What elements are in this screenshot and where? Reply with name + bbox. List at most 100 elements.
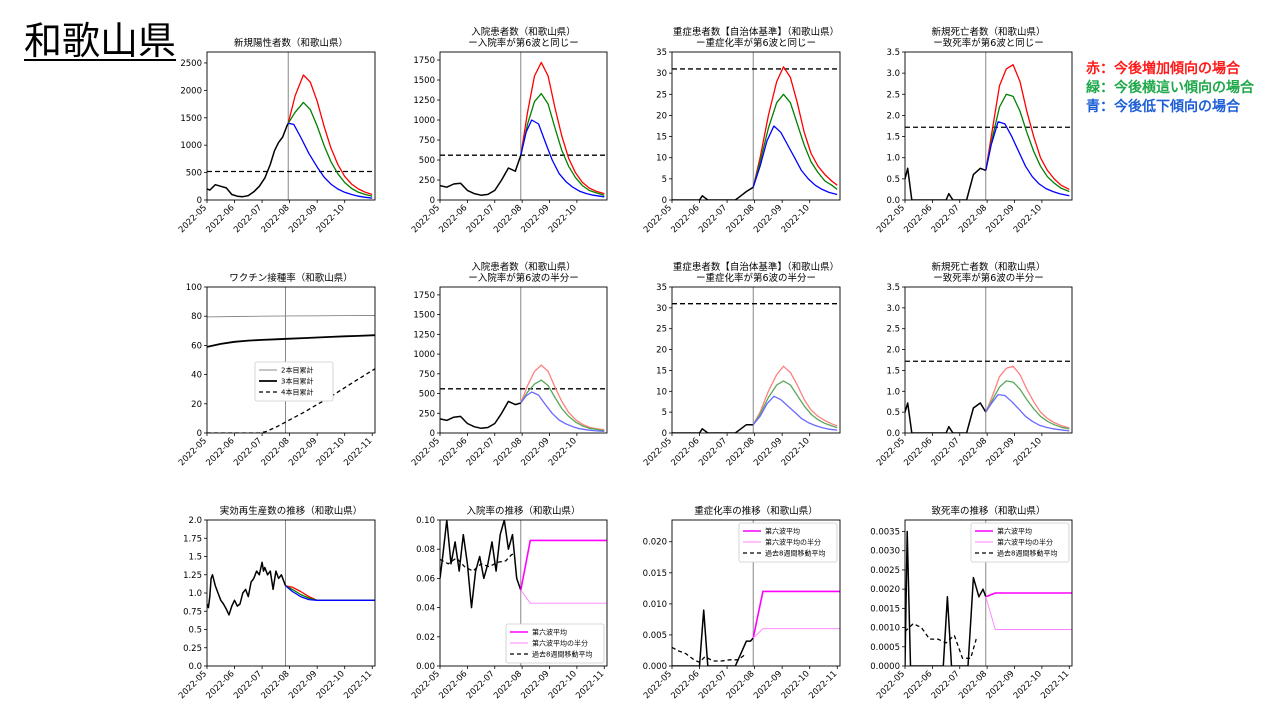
series-line-4	[520, 391, 605, 433]
legend-box	[505, 623, 605, 664]
y-tick-label: 0	[197, 429, 202, 439]
y-tick-label: 100	[186, 283, 202, 293]
y-tick-label: 0.0005	[870, 643, 900, 653]
x-tick-label: 2022-08	[957, 669, 989, 701]
x-tick-label: 2022-09	[519, 203, 551, 235]
y-tick-label: 10	[656, 154, 667, 164]
y-tick-label: 0.0030	[870, 547, 900, 557]
x-tick-label: 2022-08	[725, 436, 757, 468]
x-tick-label: 2022-06	[204, 436, 236, 468]
y-tick-label: 3.0	[886, 69, 900, 79]
chart-title: 実効再生産数の推移（和歌山県）	[220, 505, 363, 517]
x-tick-label: 2022-06	[902, 203, 934, 235]
x-tick-label: 2022-08	[957, 203, 989, 235]
x-tick-label: 2022-10	[780, 669, 812, 701]
y-tick-label: 1.5	[886, 133, 900, 143]
y-tick-label: 0	[662, 196, 667, 206]
chart-panel-7: 重症患者数【自治体基準】（和歌山県）ー重症化率が第6波の半分ー051015202…	[642, 261, 841, 468]
y-tick-label: 0.0035	[870, 528, 900, 538]
legend-label: 過去8週間移動平均	[532, 650, 592, 659]
y-tick-label: 500	[419, 156, 435, 166]
history-line	[905, 402, 987, 433]
plot-frame	[904, 51, 1073, 201]
chart-panel-3: 重症患者数【自治体基準】（和歌山県）ー重症化率が第6波と同じー051015202…	[642, 26, 841, 235]
x-tick-label: 2022-09	[287, 203, 319, 235]
y-tick-label: 25	[656, 90, 667, 100]
scenario-color-legend: 赤：今後増加傾向の場合 緑：今後横這い傾向の場合 青：今後低下傾向の場合	[1086, 60, 1254, 117]
chart-title: 重症患者数【自治体基準】（和歌山県）	[673, 26, 839, 38]
series-line-4	[985, 121, 1070, 197]
x-tick-label: 2022-08	[492, 203, 524, 235]
y-tick-label: 0.0015	[870, 604, 900, 614]
series-line-2	[752, 365, 838, 427]
plot-frame	[904, 519, 1073, 667]
x-tick-label: 2022-10	[315, 436, 347, 468]
x-tick-label: 2022-05	[410, 436, 442, 468]
y-tick-label: 25	[656, 325, 667, 335]
legend-label: 第六波平均の半分	[765, 538, 821, 547]
y-tick-label: 0	[430, 196, 435, 206]
y-tick-label: 80	[191, 312, 202, 322]
x-tick-label: 2022-08	[957, 436, 989, 468]
x-tick-label: 2022-07	[232, 436, 264, 468]
x-tick-label: 2022-05	[177, 436, 209, 468]
y-tick-label: 2500	[180, 59, 202, 69]
chart-panel-11: 重症化率の推移（和歌山県） 0.000 0.005 0.010 0.015 0.020 20…	[642, 505, 841, 701]
series-line-3	[520, 92, 605, 196]
chart-panel-2: 入院患者数（和歌山県）ー入院率が第6波と同じー 0 250 500 750 1000 125…	[410, 26, 608, 235]
x-tick-label: 2022-07	[232, 203, 264, 235]
y-tick-label: 5	[662, 175, 667, 185]
legend-note-red: 赤：今後増加傾向の場合	[1086, 61, 1240, 77]
x-tick-label: 2022-11	[342, 669, 374, 701]
chart-title: ー致死率が第6波の半分ー	[933, 272, 1044, 284]
y-tick-label: 1000	[413, 116, 435, 126]
x-tick-label: 2022-11	[342, 436, 374, 468]
y-tick-label: 0	[430, 429, 435, 439]
x-tick-label: 2022-08	[725, 203, 757, 235]
series-line-2	[207, 334, 375, 348]
y-tick-label: 30	[656, 69, 667, 79]
x-tick-label: 2022-07	[465, 669, 497, 701]
plot-frame	[439, 286, 608, 434]
history-line	[440, 400, 522, 430]
plot-frame	[206, 519, 376, 667]
chart-title: 新規死亡者数（和歌山県）	[931, 261, 1045, 273]
y-tick-label: 1500	[180, 114, 202, 124]
legend-label: 2本目累計	[281, 366, 313, 375]
chart-title: 重症患者数【自治体基準】（和歌山県）	[673, 261, 839, 273]
y-tick-label: 0.10	[416, 516, 435, 526]
series-line-4	[752, 628, 840, 639]
x-tick-label: 2022-11	[1039, 669, 1071, 701]
series-line-4	[288, 122, 373, 199]
series-line-1	[207, 315, 375, 318]
y-tick-label: 250	[419, 409, 435, 419]
plot-frame	[439, 51, 608, 201]
y-tick-label: 3.5	[886, 283, 900, 293]
x-tick-label: 2022-10	[1012, 436, 1044, 468]
x-tick-label: 2022-10	[547, 669, 579, 701]
x-tick-label: 2022-07	[930, 436, 962, 468]
plot-frame	[671, 519, 841, 667]
chart-title: 重症化率の推移（和歌山県）	[694, 505, 818, 517]
x-tick-label: 2022-06	[437, 669, 469, 701]
y-tick-label: 30	[656, 304, 667, 314]
y-tick-label: 1250	[413, 96, 435, 106]
y-tick-label: 250	[419, 176, 435, 186]
y-tick-label: 0.5	[886, 408, 900, 418]
y-tick-label: 0.0020	[870, 585, 900, 595]
y-tick-label: 1750	[413, 291, 435, 301]
series-line-2	[752, 66, 838, 188]
legend-label: 4本目累計	[281, 388, 313, 397]
y-tick-label: 0.06	[416, 574, 435, 584]
series-line-4	[985, 596, 1072, 630]
y-tick-label: 0.75	[183, 607, 202, 617]
chart-title: 入院患者数（和歌山県）	[471, 261, 576, 273]
y-tick-label: 0.5	[886, 175, 900, 185]
x-tick-label: 2022-05	[177, 669, 209, 701]
y-tick-label: 5	[662, 408, 667, 418]
series-line-4	[985, 393, 1070, 432]
y-tick-label: 1000	[180, 141, 202, 151]
legend-note-blue: 青：今後低下傾向の場合	[1086, 99, 1240, 115]
legend-label: 3本目累計	[281, 377, 313, 386]
